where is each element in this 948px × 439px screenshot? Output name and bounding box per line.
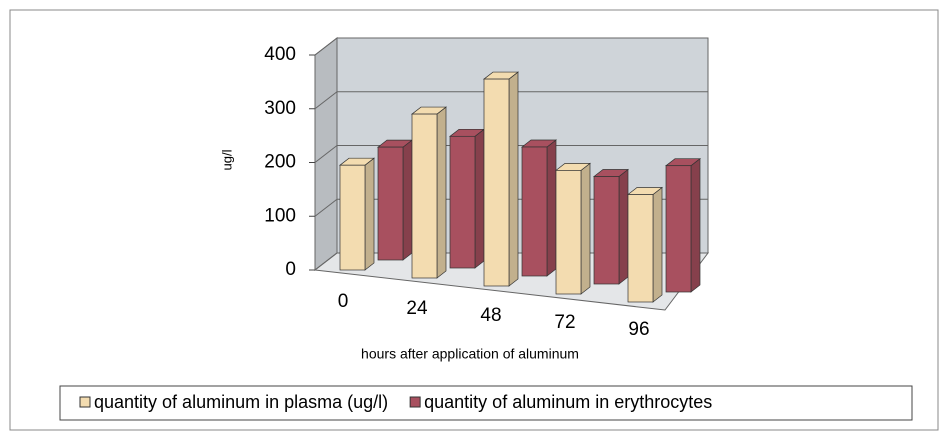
bar bbox=[376, 139, 414, 261]
bar-face bbox=[690, 157, 701, 293]
bar bbox=[592, 168, 630, 285]
x-tick-label: 0 bbox=[338, 291, 349, 312]
grid-line bbox=[314, 91, 338, 110]
x-tick-label: 72 bbox=[554, 312, 575, 333]
bar-face bbox=[546, 139, 557, 277]
legend-swatch bbox=[79, 396, 91, 408]
bar-face bbox=[627, 194, 654, 303]
bar bbox=[482, 71, 520, 287]
bar bbox=[410, 106, 448, 279]
bar bbox=[338, 157, 376, 271]
bar-face bbox=[474, 128, 485, 269]
bar bbox=[626, 186, 664, 303]
bar-face bbox=[652, 186, 663, 303]
x-tick-label: 24 bbox=[406, 298, 428, 319]
legend-label: quantity of aluminum in plasma (ug/l) bbox=[94, 392, 388, 412]
bar bbox=[448, 128, 486, 269]
legend bbox=[59, 385, 913, 421]
y-tick-label: 100 bbox=[264, 205, 296, 226]
legend-label: quantity of aluminum in erythrocytes bbox=[424, 392, 712, 412]
bar-face bbox=[580, 162, 591, 295]
x-tick-label: 48 bbox=[480, 305, 501, 326]
bar bbox=[664, 157, 702, 293]
y-axis-title: ug/l bbox=[219, 149, 234, 170]
grid-line bbox=[314, 252, 338, 271]
y-tick-label: 300 bbox=[264, 98, 296, 119]
bar-face bbox=[339, 164, 366, 271]
y-tick-label: 0 bbox=[285, 259, 296, 280]
bar-face bbox=[508, 71, 519, 287]
bar-face bbox=[377, 146, 404, 261]
grid-line bbox=[314, 198, 338, 217]
bar-face bbox=[593, 176, 620, 285]
bar-face bbox=[402, 139, 413, 261]
bar bbox=[520, 139, 558, 277]
bar-face bbox=[483, 78, 510, 287]
grid-line bbox=[314, 145, 338, 163]
bar bbox=[554, 162, 592, 295]
bar-face bbox=[665, 165, 692, 293]
x-tick-label: 96 bbox=[628, 319, 649, 340]
bar-face bbox=[618, 168, 629, 285]
bar-face bbox=[436, 106, 447, 279]
bar-face bbox=[521, 146, 548, 277]
grid-line bbox=[314, 37, 338, 56]
bar-face bbox=[364, 157, 375, 271]
y-tick-label: 400 bbox=[264, 44, 296, 65]
legend-swatch bbox=[409, 396, 421, 408]
bar-face bbox=[411, 113, 438, 279]
x-axis-title: hours after application of aluminum bbox=[361, 346, 579, 362]
bar-face bbox=[449, 135, 476, 269]
bar-face bbox=[555, 170, 582, 295]
y-tick-label: 200 bbox=[264, 152, 296, 173]
